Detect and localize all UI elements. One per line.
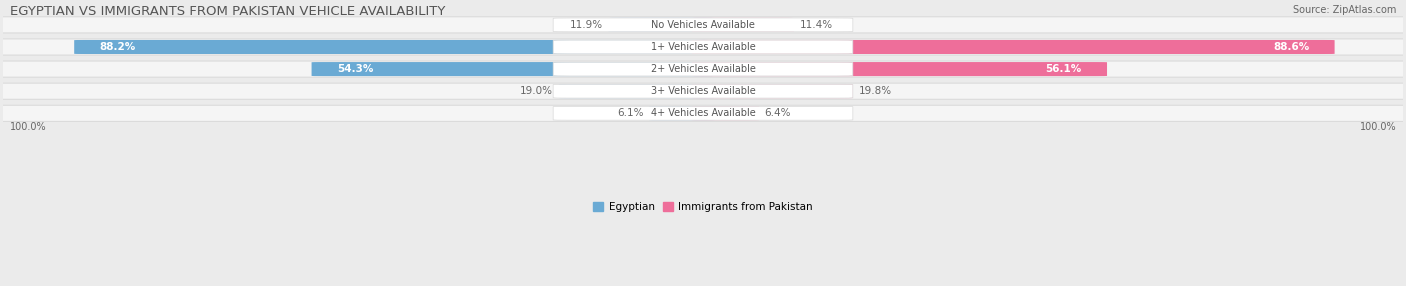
FancyBboxPatch shape [692,62,1107,76]
FancyBboxPatch shape [0,39,1406,55]
FancyBboxPatch shape [0,105,1406,121]
Text: 4+ Vehicles Available: 4+ Vehicles Available [651,108,755,118]
FancyBboxPatch shape [553,106,853,120]
FancyBboxPatch shape [75,40,714,54]
FancyBboxPatch shape [553,18,853,32]
Legend: Egyptian, Immigrants from Pakistan: Egyptian, Immigrants from Pakistan [589,198,817,216]
Text: 6.1%: 6.1% [617,108,644,118]
Text: 56.1%: 56.1% [1046,64,1081,74]
Text: 100.0%: 100.0% [1360,122,1396,132]
Text: 54.3%: 54.3% [337,64,373,74]
FancyBboxPatch shape [553,84,853,98]
Text: 1+ Vehicles Available: 1+ Vehicles Available [651,42,755,52]
FancyBboxPatch shape [0,17,1406,33]
FancyBboxPatch shape [650,106,714,120]
FancyBboxPatch shape [553,40,853,54]
Text: 19.8%: 19.8% [859,86,891,96]
Text: Source: ZipAtlas.com: Source: ZipAtlas.com [1294,5,1396,15]
FancyBboxPatch shape [692,106,759,120]
FancyBboxPatch shape [0,61,1406,77]
FancyBboxPatch shape [692,40,1334,54]
FancyBboxPatch shape [312,62,714,76]
Text: 100.0%: 100.0% [10,122,46,132]
Text: 6.4%: 6.4% [765,108,792,118]
FancyBboxPatch shape [0,83,1406,99]
Text: 11.9%: 11.9% [569,20,603,30]
FancyBboxPatch shape [558,84,714,98]
Text: 88.2%: 88.2% [100,42,135,52]
FancyBboxPatch shape [553,62,853,76]
Text: 3+ Vehicles Available: 3+ Vehicles Available [651,86,755,96]
FancyBboxPatch shape [692,18,794,32]
Text: 19.0%: 19.0% [520,86,553,96]
FancyBboxPatch shape [609,18,714,32]
FancyBboxPatch shape [692,84,853,98]
Text: EGYPTIAN VS IMMIGRANTS FROM PAKISTAN VEHICLE AVAILABILITY: EGYPTIAN VS IMMIGRANTS FROM PAKISTAN VEH… [10,5,446,17]
Text: 2+ Vehicles Available: 2+ Vehicles Available [651,64,755,74]
Text: 11.4%: 11.4% [800,20,832,30]
Text: 88.6%: 88.6% [1274,42,1309,52]
Text: No Vehicles Available: No Vehicles Available [651,20,755,30]
